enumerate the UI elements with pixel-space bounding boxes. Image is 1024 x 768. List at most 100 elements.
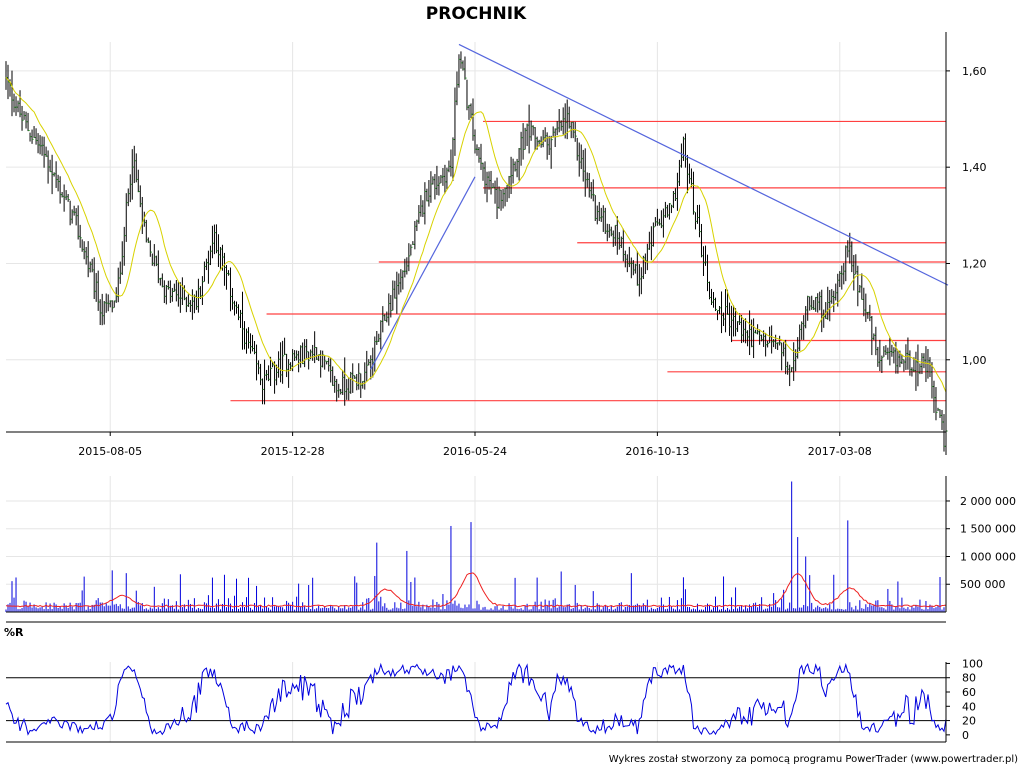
- ohlc-bar: [929, 357, 932, 378]
- volume-tick-label: 1 000 000: [960, 550, 1016, 563]
- ohlc-bar: [113, 300, 116, 308]
- ohlc-bar: [135, 153, 138, 183]
- ohlc-bar: [803, 315, 806, 340]
- ohlc-bar: [246, 328, 249, 354]
- ohlc-bar: [83, 241, 86, 260]
- ohlc-bar: [731, 305, 734, 343]
- ohlc-bar: [55, 161, 58, 188]
- ohlc-bar: [781, 342, 784, 371]
- ohlc-bar: [117, 267, 120, 303]
- ohlc-bar: [620, 236, 623, 249]
- ohlc-bar: [590, 182, 593, 199]
- ohlc-bar: [340, 388, 343, 395]
- ohlc-bar: [865, 293, 868, 322]
- ohlc-bar: [729, 302, 732, 336]
- ohlc-bar: [745, 318, 748, 344]
- ohlc-bar: [237, 304, 241, 321]
- ohlc-bar: [392, 280, 395, 311]
- ohlc-bar: [235, 301, 239, 314]
- ohlc-bar: [436, 165, 439, 196]
- ohlc-bar: [141, 196, 144, 234]
- ohlc-bar: [145, 219, 148, 243]
- ohlc-bar: [326, 360, 329, 365]
- ohlc-bar: [867, 311, 870, 319]
- ohlc-bar: [33, 126, 36, 139]
- ohlc-bar: [727, 289, 730, 315]
- ohlc-bar: [931, 362, 934, 399]
- ohlc-bar: [843, 263, 846, 285]
- ohlc-bar: [831, 289, 834, 304]
- volume-average-line: [5, 572, 947, 608]
- ohlc-bar: [684, 133, 688, 168]
- ohlc-bar: [448, 160, 451, 173]
- ohlc-bar: [422, 200, 425, 218]
- date-tick-label: 2017-03-08: [808, 445, 872, 458]
- ohlc-bar: [520, 131, 523, 166]
- ohlc-bar: [468, 104, 471, 120]
- ohlc-bar: [743, 319, 746, 343]
- ohlc-bar: [592, 179, 595, 202]
- ohlc-bar: [823, 309, 826, 328]
- ohlc-bar: [169, 280, 172, 304]
- ohlc-bar: [147, 237, 150, 243]
- ohlc-bar: [618, 232, 621, 250]
- ohlc-bar: [490, 170, 493, 195]
- ohlc-bar: [600, 207, 603, 222]
- ohlc-bar: [813, 300, 816, 311]
- ohlc-bar: [608, 224, 611, 238]
- ohlc-bar: [835, 283, 838, 301]
- ohlc-bar: [785, 339, 788, 375]
- ohlc-bar: [410, 244, 413, 256]
- ohlc-bar: [97, 270, 100, 311]
- ohlc-bar: [664, 201, 668, 218]
- ohlc-bar: [917, 344, 920, 387]
- ohlc-bar: [244, 321, 247, 350]
- ohlc-bar: [809, 296, 812, 311]
- ohlc-bar: [847, 240, 850, 258]
- ohlc-bar: [857, 265, 860, 307]
- ohlc-bar: [219, 247, 223, 270]
- ohlc-bar: [622, 228, 625, 262]
- ohlc-bar: [676, 172, 680, 211]
- ohlc-bar: [508, 175, 511, 199]
- wr-tick-label: 20: [962, 715, 976, 728]
- ohlc-bar: [658, 218, 661, 226]
- ohlc-bar: [777, 342, 780, 351]
- ohlc-bar: [875, 326, 878, 356]
- ohlc-bar: [155, 255, 158, 267]
- ohlc-bar: [715, 297, 718, 312]
- ohlc-bar: [660, 210, 663, 229]
- ohlc-bar: [654, 217, 657, 227]
- ohlc-bar: [65, 190, 68, 201]
- ohlc-bar: [127, 188, 130, 207]
- ohlc-bar: [77, 205, 80, 240]
- ohlc-bar: [725, 289, 728, 333]
- ohlc-bar: [129, 174, 132, 203]
- ohlc-bar: [75, 208, 78, 226]
- ohlc-bar: [47, 150, 50, 184]
- ohlc-bar: [666, 204, 670, 218]
- ohlc-bar: [514, 161, 517, 172]
- ohlc-bar: [125, 193, 128, 242]
- ohlc-bar: [460, 51, 463, 69]
- ohlc-bar: [630, 257, 633, 279]
- ohlc-bar: [189, 300, 192, 313]
- ohlc-bar: [885, 345, 888, 356]
- ohlc-bar: [753, 318, 756, 359]
- ohlc-bar: [871, 315, 874, 356]
- ohlc-bar: [652, 222, 655, 247]
- ohlc-bar: [79, 224, 82, 248]
- ohlc-bar: [21, 105, 24, 131]
- ohlc-bar: [765, 332, 768, 357]
- ohlc-bar: [93, 257, 96, 300]
- ohlc-bar: [57, 174, 60, 192]
- ohlc-bar: [191, 289, 194, 320]
- wr-tick-label: 60: [962, 686, 976, 699]
- ohlc-bar: [458, 54, 461, 88]
- ohlc-bar: [674, 188, 678, 202]
- ohlc-bar: [362, 380, 365, 389]
- ohlc-bar: [556, 121, 559, 136]
- ohlc-bar: [344, 357, 347, 406]
- ohlc-bar: [376, 331, 379, 345]
- ohlc-bar: [646, 243, 649, 271]
